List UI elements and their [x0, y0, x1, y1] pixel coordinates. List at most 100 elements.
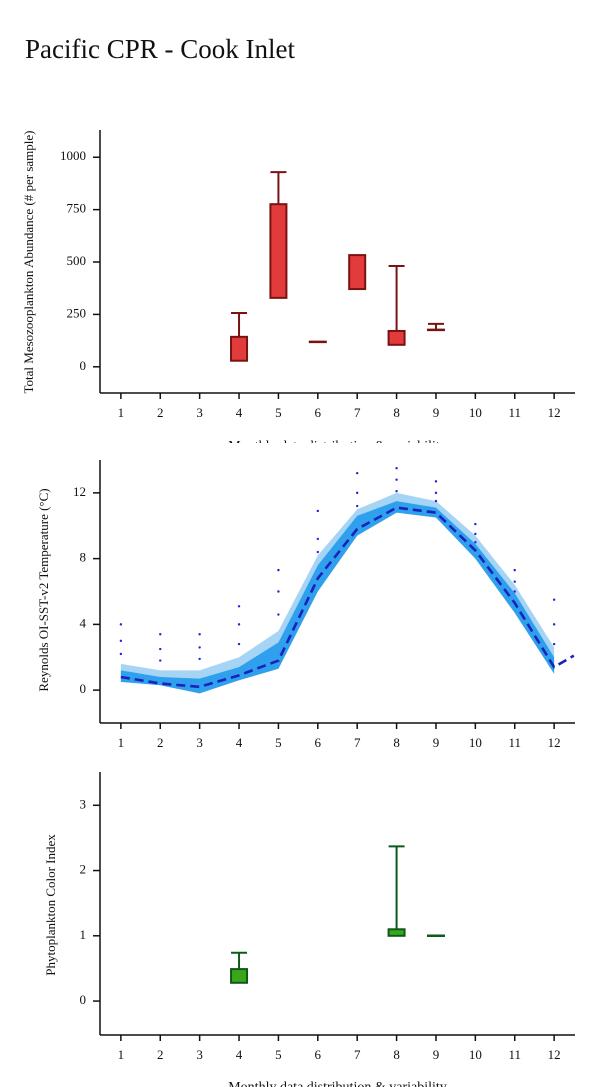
data-point	[159, 647, 162, 651]
y-tick-label: 1000	[60, 148, 86, 163]
box	[230, 968, 249, 984]
x-tick-label: 12	[548, 1047, 561, 1062]
x-tick-label: 10	[469, 735, 482, 750]
data-point	[159, 659, 162, 662]
x-tick-label: 6	[315, 735, 322, 750]
data-point	[316, 509, 320, 513]
x-tick-label: 3	[196, 405, 203, 420]
x-tick-label: 11	[508, 405, 521, 420]
x-tick-label: 8	[393, 405, 400, 420]
x-tick-label: 9	[433, 1047, 440, 1062]
x-tick-label: 3	[196, 1047, 203, 1062]
data-point	[159, 633, 162, 636]
x-axis-label: Monthly data distribution & variability	[228, 439, 447, 443]
y-tick-label: 1	[80, 927, 87, 942]
x-tick-label: 11	[508, 735, 521, 750]
y-tick-label: 0	[80, 681, 87, 696]
data-point	[434, 491, 438, 495]
data-point	[316, 550, 320, 554]
data-point	[355, 504, 359, 508]
x-tick-label: 3	[196, 735, 203, 750]
y-tick-label: 250	[67, 305, 87, 320]
data-point	[395, 467, 398, 470]
band	[120, 492, 555, 694]
data-point	[119, 623, 123, 626]
data-point	[237, 623, 241, 626]
mean-line	[120, 506, 575, 689]
box	[348, 254, 367, 291]
x-tick-label: 9	[433, 405, 440, 420]
x-tick-label: 12	[548, 735, 561, 750]
data-point	[434, 480, 438, 483]
x-tick-label: 10	[469, 1047, 482, 1062]
data-point	[474, 540, 477, 544]
data-point	[552, 623, 556, 626]
data-point	[119, 639, 123, 643]
x-tick-label: 5	[275, 405, 282, 420]
data-point	[513, 568, 516, 572]
x-tick-label: 5	[275, 1047, 282, 1062]
data-point	[552, 642, 556, 646]
x-tick-label: 1	[118, 405, 125, 420]
x-tick-label: 7	[354, 735, 361, 750]
x-tick-label: 10	[469, 405, 482, 420]
box	[387, 928, 406, 937]
y-tick-label: 4	[80, 615, 87, 630]
x-tick-label: 7	[354, 1047, 361, 1062]
data-point	[395, 490, 398, 493]
data-point	[474, 532, 477, 536]
data-point	[237, 605, 241, 608]
data-point	[237, 642, 241, 646]
x-tick-label: 6	[315, 1047, 322, 1062]
data-point	[277, 613, 280, 616]
x-tick-label: 4	[236, 1047, 243, 1062]
y-tick-label: 3	[80, 796, 87, 811]
x-tick-label: 6	[315, 405, 322, 420]
x-tick-label: 1	[118, 1047, 125, 1062]
data-point	[355, 471, 359, 475]
y-tick-label: 12	[73, 484, 86, 499]
x-tick-label: 8	[393, 1047, 400, 1062]
y-tick-label: 750	[67, 201, 87, 216]
y-tick-label: 2	[80, 862, 87, 877]
x-tick-label: 9	[433, 735, 440, 750]
x-axis-label: Monthly data distribution & variability	[228, 1080, 447, 1087]
data-point	[355, 491, 359, 495]
x-tick-label: 1	[118, 735, 125, 750]
data-point	[513, 590, 516, 593]
x-tick-label: 2	[157, 1047, 164, 1062]
box	[230, 335, 249, 362]
data-point	[395, 478, 398, 481]
y-tick-label: 0	[80, 992, 87, 1007]
box	[269, 203, 288, 299]
x-tick-label: 4	[236, 405, 243, 420]
data-point	[552, 598, 556, 601]
y-axis-label: Total Mesozooplankton Abundance (# per s…	[21, 131, 36, 394]
data-point	[198, 633, 201, 636]
x-tick-label: 2	[157, 405, 164, 420]
data-point	[198, 657, 201, 661]
data-point	[513, 580, 516, 583]
data-point	[474, 522, 477, 526]
y-tick-label: 500	[67, 253, 87, 268]
band	[120, 501, 555, 694]
data-point	[277, 590, 280, 593]
y-tick-label: 8	[80, 550, 87, 565]
data-point	[198, 646, 201, 649]
data-point	[316, 537, 320, 541]
y-axis-label: Phytoplankton Color Index	[43, 834, 58, 976]
x-tick-label: 2	[157, 735, 164, 750]
y-tick-label: 0	[80, 358, 87, 373]
x-tick-label: 4	[236, 735, 243, 750]
x-tick-label: 8	[393, 735, 400, 750]
data-point	[277, 568, 280, 572]
box	[387, 329, 406, 346]
x-tick-label: 12	[548, 405, 561, 420]
x-tick-label: 7	[354, 405, 361, 420]
x-tick-label: 11	[508, 1047, 521, 1062]
x-tick-label: 5	[275, 735, 282, 750]
